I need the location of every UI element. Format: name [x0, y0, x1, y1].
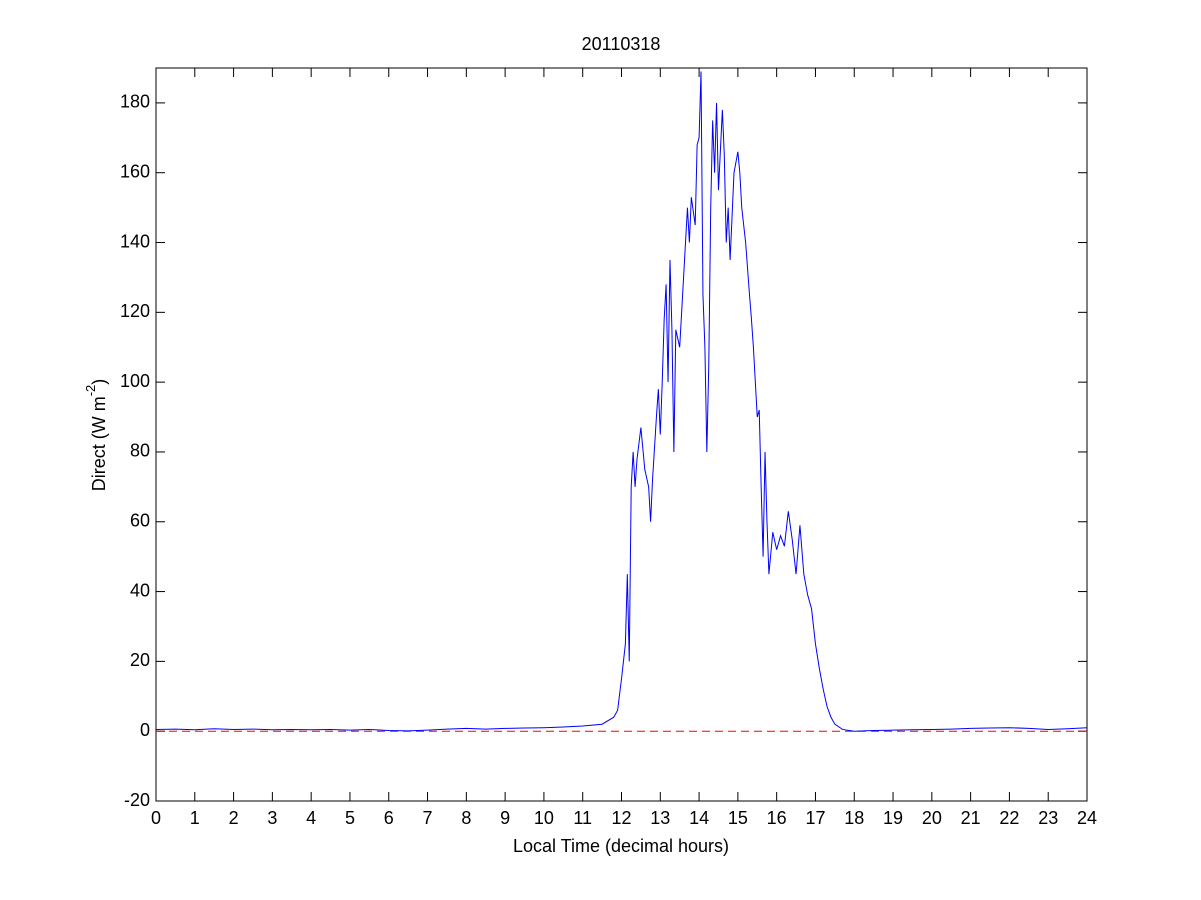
- y-label-end: ): [89, 379, 109, 385]
- chart-title: 20110318: [582, 34, 661, 54]
- x-tick-label: 13: [650, 808, 670, 828]
- x-tick-label: 19: [883, 808, 903, 828]
- x-tick-label: 11: [573, 808, 592, 828]
- x-tick-label: 2: [229, 808, 239, 828]
- y-tick-label: 140: [120, 231, 150, 251]
- y-tick-label: -20: [124, 790, 150, 810]
- x-tick-label: 1: [190, 808, 200, 828]
- y-tick-label: 120: [120, 301, 150, 321]
- y-tick-label: 100: [120, 371, 150, 391]
- x-tick-label: 18: [844, 808, 864, 828]
- x-tick-label: 14: [689, 808, 709, 828]
- x-tick-label: 0: [151, 808, 161, 828]
- x-tick-label: 20: [922, 808, 942, 828]
- y-tick-label: 20: [130, 650, 150, 670]
- y-tick-label: 40: [130, 580, 150, 600]
- y-label-sup: -2: [83, 385, 98, 397]
- plot-area: [155, 67, 1088, 802]
- y-tick-label: 180: [120, 92, 150, 112]
- x-tick-label: 24: [1077, 808, 1097, 828]
- x-tick-label: 3: [267, 808, 277, 828]
- x-tick-label: 7: [423, 808, 433, 828]
- x-tick-label: 4: [306, 808, 316, 828]
- y-tick-label: 80: [130, 441, 150, 461]
- x-tick-label: 15: [728, 808, 748, 828]
- x-tick-label: 10: [534, 808, 554, 828]
- x-tick-label: 8: [461, 808, 471, 828]
- x-tick-label: 17: [805, 808, 825, 828]
- y-tick-label: 60: [130, 511, 150, 531]
- x-tick-label: 9: [500, 808, 510, 828]
- x-tick-label: 23: [1038, 808, 1058, 828]
- x-axis-label: Local Time (decimal hours): [513, 836, 729, 856]
- x-tick-label: 16: [767, 808, 787, 828]
- x-tick-label: 6: [384, 808, 394, 828]
- x-tick-label: 12: [611, 808, 631, 828]
- data-line: [155, 71, 1088, 732]
- x-tick-label: 21: [961, 808, 981, 828]
- x-tick-label: 5: [345, 808, 355, 828]
- y-label-text: Direct (W m: [89, 396, 109, 491]
- x-tick-label: 22: [999, 808, 1019, 828]
- y-tick-label: 160: [120, 161, 150, 181]
- y-axis-label: Direct (W m-2): [83, 379, 108, 492]
- y-tick-label: 0: [140, 720, 150, 740]
